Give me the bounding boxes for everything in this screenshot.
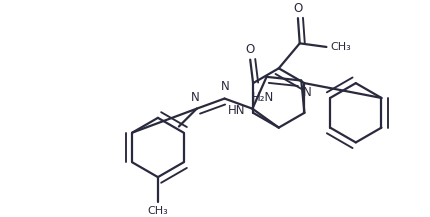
Text: N: N [302, 86, 311, 99]
Text: N: N [221, 81, 229, 94]
Text: HN: HN [227, 104, 245, 117]
Text: H₂N: H₂N [251, 90, 273, 104]
Text: N: N [190, 91, 199, 104]
Text: CH₃: CH₃ [147, 206, 168, 216]
Text: O: O [245, 43, 254, 56]
Text: O: O [293, 2, 302, 15]
Text: CH₃: CH₃ [329, 42, 350, 52]
